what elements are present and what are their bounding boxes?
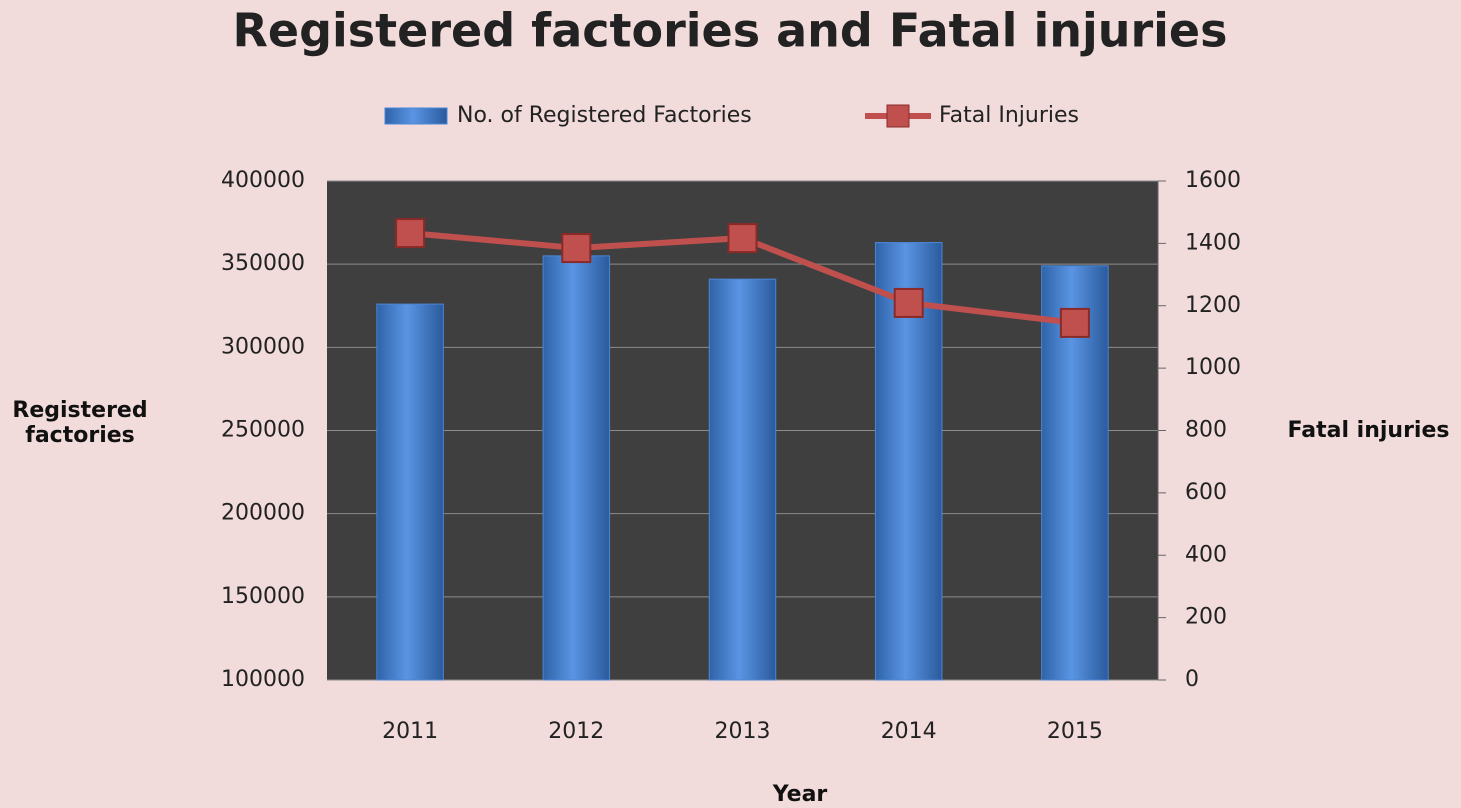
y-tick-label: 350000 <box>221 251 305 276</box>
y2-tick-label: 1400 <box>1185 230 1241 255</box>
bar <box>542 255 611 681</box>
y2-tick-label: 1000 <box>1185 355 1241 380</box>
legend-swatch <box>384 107 448 125</box>
legend-label: Fatal Injuries <box>939 103 1079 128</box>
x-tick-label: 2011 <box>382 719 438 744</box>
y-tick-label: 200000 <box>221 501 305 526</box>
y2-tick-label: 200 <box>1185 605 1227 630</box>
y-tick-label: 300000 <box>221 334 305 359</box>
y2-axis-title: Fatal injuries <box>1287 418 1450 443</box>
y2-tick-label: 600 <box>1185 480 1227 505</box>
legend-label: No. of Registered Factories <box>457 103 752 128</box>
bar <box>708 278 777 681</box>
y2-tick-label: 1200 <box>1185 293 1241 318</box>
y2-tick-label: 0 <box>1185 667 1199 692</box>
legend-swatch <box>886 104 910 128</box>
x-tick-label: 2015 <box>1047 719 1103 744</box>
marker <box>727 223 758 254</box>
bar <box>376 303 444 681</box>
y2-tick-label: 1600 <box>1185 168 1241 193</box>
chart-title: Registered factories and Fatal injuries <box>232 4 1227 58</box>
marker <box>1059 307 1090 338</box>
marker <box>395 218 426 249</box>
marker <box>893 287 924 318</box>
x-tick-label: 2012 <box>548 719 604 744</box>
x-axis-title: Year <box>772 782 828 807</box>
x-tick-label: 2013 <box>715 719 771 744</box>
y-tick-label: 150000 <box>221 584 305 609</box>
y-tick-label: 250000 <box>221 418 305 443</box>
marker <box>561 233 592 264</box>
y2-tick-label: 800 <box>1185 418 1227 443</box>
y-tick-label: 400000 <box>221 168 305 193</box>
x-tick-label: 2014 <box>881 719 937 744</box>
y-tick-label: 100000 <box>221 667 305 692</box>
y2-tick-label: 400 <box>1185 542 1227 567</box>
y-axis-title: Registered factories <box>12 398 148 448</box>
